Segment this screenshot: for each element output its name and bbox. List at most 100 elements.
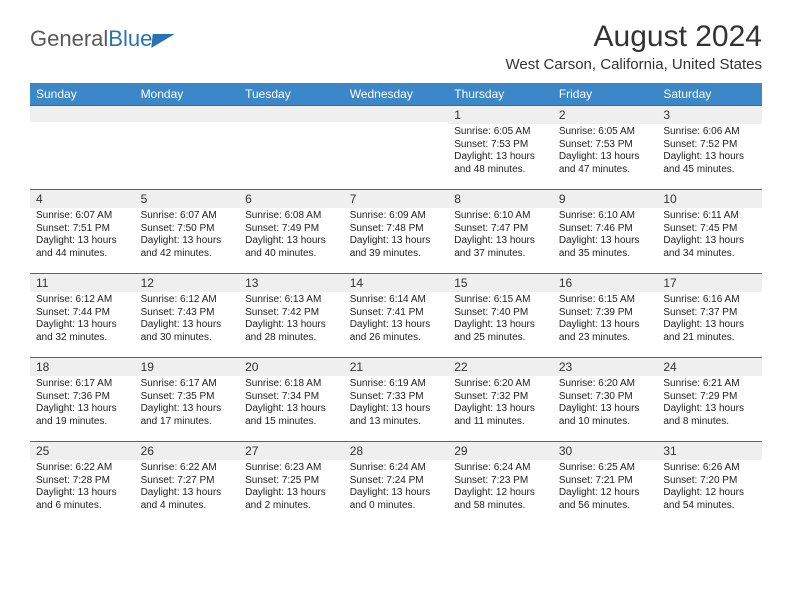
sunrise-text: Sunrise: 6:17 AM [36, 378, 129, 391]
daylight-text: Daylight: 12 hours and 54 minutes. [663, 487, 756, 512]
calendar-day-cell [135, 106, 240, 190]
sunset-text: Sunset: 7:28 PM [36, 475, 129, 488]
day-header: Monday [135, 83, 240, 106]
daylight-text: Daylight: 12 hours and 58 minutes. [454, 487, 547, 512]
calendar-week-row: 11 Sunrise: 6:12 AM Sunset: 7:44 PM Dayligh… [30, 274, 762, 358]
day-details: Sunrise: 6:12 AMSunset: 7:43 PMDaylight:… [135, 292, 240, 348]
day-number: 3 [657, 106, 762, 124]
logo-accent-text: Blue [108, 26, 152, 51]
daylight-text: Daylight: 13 hours and 30 minutes. [141, 319, 234, 344]
calendar-day-cell: 16Sunrise: 6:15 AMSunset: 7:39 PMDayligh… [553, 274, 658, 358]
day-number [30, 106, 135, 122]
sunset-text: Sunset: 7:44 PM [36, 307, 129, 320]
daylight-text: Daylight: 13 hours and 42 minutes. [141, 235, 234, 260]
calendar-day-cell: 29Sunrise: 6:24 AMSunset: 7:23 PMDayligh… [448, 442, 553, 526]
daylight-text: Daylight: 13 hours and 40 minutes. [245, 235, 338, 260]
sunset-text: Sunset: 7:51 PM [36, 223, 129, 236]
calendar-week-row: 4Sunrise: 6:07 AMSunset: 7:51 PMDaylight… [30, 190, 762, 274]
sunrise-text: Sunrise: 6:12 AM [141, 294, 234, 307]
calendar-day-cell: 9Sunrise: 6:10 AMSunset: 7:46 PMDaylight… [553, 190, 658, 274]
day-number: 29 [448, 442, 553, 460]
sunrise-text: Sunrise: 6:24 AM [350, 462, 443, 475]
daylight-text: Daylight: 13 hours and 34 minutes. [663, 235, 756, 260]
calendar-day-cell: 4Sunrise: 6:07 AMSunset: 7:51 PMDaylight… [30, 190, 135, 274]
sunset-text: Sunset: 7:53 PM [559, 139, 652, 152]
daylight-text: Daylight: 13 hours and 44 minutes. [36, 235, 129, 260]
day-details: Sunrise: 6:20 AMSunset: 7:32 PMDaylight:… [448, 376, 553, 432]
daylight-text: Daylight: 13 hours and 0 minutes. [350, 487, 443, 512]
day-number: 8 [448, 190, 553, 208]
calendar-day-cell: 5Sunrise: 6:07 AMSunset: 7:50 PMDaylight… [135, 190, 240, 274]
day-number: 27 [239, 442, 344, 460]
sunrise-text: Sunrise: 6:17 AM [141, 378, 234, 391]
calendar-day-cell: 7Sunrise: 6:09 AMSunset: 7:48 PMDaylight… [344, 190, 449, 274]
daylight-text: Daylight: 13 hours and 26 minutes. [350, 319, 443, 344]
day-number: 20 [239, 358, 344, 376]
daylight-text: Daylight: 13 hours and 17 minutes. [141, 403, 234, 428]
sunrise-text: Sunrise: 6:05 AM [559, 126, 652, 139]
sunrise-text: Sunrise: 6:20 AM [559, 378, 652, 391]
day-number: 10 [657, 190, 762, 208]
day-details: Sunrise: 6:21 AMSunset: 7:29 PMDaylight:… [657, 376, 762, 432]
day-details: Sunrise: 6:22 AMSunset: 7:27 PMDaylight:… [135, 460, 240, 516]
day-number: 1 [448, 106, 553, 124]
day-number: 19 [135, 358, 240, 376]
sunset-text: Sunset: 7:21 PM [559, 475, 652, 488]
calendar-day-cell: 30Sunrise: 6:25 AMSunset: 7:21 PMDayligh… [553, 442, 658, 526]
day-header: Saturday [657, 83, 762, 106]
day-details: Sunrise: 6:17 AMSunset: 7:35 PMDaylight:… [135, 376, 240, 432]
day-number: 11 [30, 274, 135, 292]
sunset-text: Sunset: 7:43 PM [141, 307, 234, 320]
day-number: 24 [657, 358, 762, 376]
sunset-text: Sunset: 7:37 PM [663, 307, 756, 320]
day-details: Sunrise: 6:10 AMSunset: 7:47 PMDaylight:… [448, 208, 553, 264]
daylight-text: Daylight: 13 hours and 37 minutes. [454, 235, 547, 260]
calendar-day-cell: 10Sunrise: 6:11 AMSunset: 7:45 PMDayligh… [657, 190, 762, 274]
sunrise-text: Sunrise: 6:14 AM [350, 294, 443, 307]
sunset-text: Sunset: 7:45 PM [663, 223, 756, 236]
sunrise-text: Sunrise: 6:20 AM [454, 378, 547, 391]
day-details: Sunrise: 6:15 AMSunset: 7:40 PMDaylight:… [448, 292, 553, 348]
calendar-day-cell: 31Sunrise: 6:26 AMSunset: 7:20 PMDayligh… [657, 442, 762, 526]
calendar-week-row: 18Sunrise: 6:17 AMSunset: 7:36 PMDayligh… [30, 358, 762, 442]
calendar-day-cell: 20Sunrise: 6:18 AMSunset: 7:34 PMDayligh… [239, 358, 344, 442]
calendar-day-cell [30, 106, 135, 190]
day-details: Sunrise: 6:22 AMSunset: 7:28 PMDaylight:… [30, 460, 135, 516]
day-number [135, 106, 240, 122]
sunset-text: Sunset: 7:33 PM [350, 391, 443, 404]
day-details: Sunrise: 6:16 AMSunset: 7:37 PMDaylight:… [657, 292, 762, 348]
calendar-day-cell: 8Sunrise: 6:10 AMSunset: 7:47 PMDaylight… [448, 190, 553, 274]
calendar-day-cell: 15Sunrise: 6:15 AMSunset: 7:40 PMDayligh… [448, 274, 553, 358]
day-details: Sunrise: 6:08 AMSunset: 7:49 PMDaylight:… [239, 208, 344, 264]
sunrise-text: Sunrise: 6:13 AM [245, 294, 338, 307]
day-details: Sunrise: 6:15 AMSunset: 7:39 PMDaylight:… [553, 292, 658, 348]
calendar-header-row: SundayMondayTuesdayWednesdayThursdayFrid… [30, 83, 762, 106]
day-number [239, 106, 344, 122]
calendar-week-row: 1Sunrise: 6:05 AMSunset: 7:53 PMDaylight… [30, 106, 762, 190]
daylight-text: Daylight: 13 hours and 6 minutes. [36, 487, 129, 512]
day-details: Sunrise: 6:11 AMSunset: 7:45 PMDaylight:… [657, 208, 762, 264]
sunrise-text: Sunrise: 6:18 AM [245, 378, 338, 391]
day-number: 22 [448, 358, 553, 376]
calendar-day-cell: 19Sunrise: 6:17 AMSunset: 7:35 PMDayligh… [135, 358, 240, 442]
daylight-text: Daylight: 13 hours and 15 minutes. [245, 403, 338, 428]
daylight-text: Daylight: 13 hours and 45 minutes. [663, 151, 756, 176]
day-details: Sunrise: 6:14 AMSunset: 7:41 PMDaylight:… [344, 292, 449, 348]
sunset-text: Sunset: 7:53 PM [454, 139, 547, 152]
sunset-text: Sunset: 7:42 PM [245, 307, 338, 320]
sunrise-text: Sunrise: 6:19 AM [350, 378, 443, 391]
calendar-week-row: 25Sunrise: 6:22 AMSunset: 7:28 PMDayligh… [30, 442, 762, 526]
title-block: August 2024 West Carson, California, Uni… [505, 20, 762, 73]
sunset-text: Sunset: 7:41 PM [350, 307, 443, 320]
sunrise-text: Sunrise: 6:07 AM [36, 210, 129, 223]
daylight-text: Daylight: 13 hours and 21 minutes. [663, 319, 756, 344]
sunrise-text: Sunrise: 6:11 AM [663, 210, 756, 223]
calendar-day-cell: 14Sunrise: 6:14 AMSunset: 7:41 PMDayligh… [344, 274, 449, 358]
day-number: 28 [344, 442, 449, 460]
calendar-day-cell: 18Sunrise: 6:17 AMSunset: 7:36 PMDayligh… [30, 358, 135, 442]
sunset-text: Sunset: 7:23 PM [454, 475, 547, 488]
calendar-day-cell: 26Sunrise: 6:22 AMSunset: 7:27 PMDayligh… [135, 442, 240, 526]
day-details: Sunrise: 6:07 AMSunset: 7:51 PMDaylight:… [30, 208, 135, 264]
calendar-day-cell: 21Sunrise: 6:19 AMSunset: 7:33 PMDayligh… [344, 358, 449, 442]
sunset-text: Sunset: 7:39 PM [559, 307, 652, 320]
